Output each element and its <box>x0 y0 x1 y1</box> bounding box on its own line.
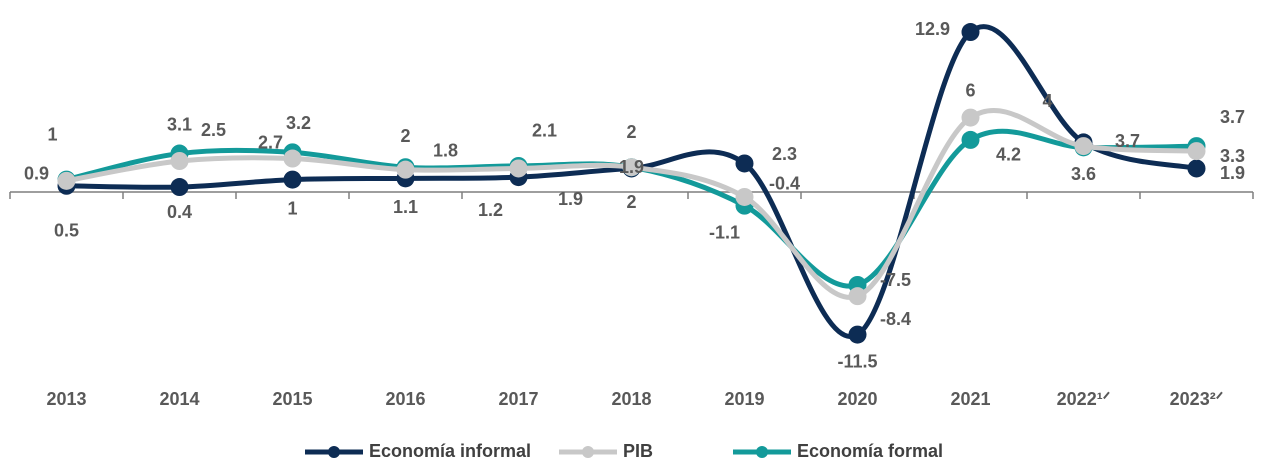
series-line <box>66 24 1198 340</box>
x-tick-label: 2014 <box>159 389 199 409</box>
point <box>170 152 189 170</box>
legend-marker <box>756 446 768 458</box>
data-label: 1 <box>47 124 57 144</box>
data-label: -11.5 <box>837 351 877 371</box>
data-label: 3.6 <box>1071 164 1096 184</box>
data-label: 1.9 <box>558 189 583 209</box>
point <box>170 178 189 197</box>
point <box>961 108 980 127</box>
data-label: 1.8 <box>433 140 458 160</box>
data-label: 1.2 <box>478 200 503 220</box>
x-tick-label: 2018 <box>611 389 651 409</box>
data-label: -0.4 <box>769 174 800 194</box>
point <box>283 170 302 189</box>
point <box>961 130 980 149</box>
legend-marker <box>328 446 340 458</box>
data-label: 0.5 <box>54 221 79 241</box>
x-tick-label: 2020 <box>837 389 877 409</box>
data-label: 4.2 <box>996 145 1021 165</box>
x-tick-label: 2022¹ᐟ <box>1057 389 1111 409</box>
point <box>57 171 76 190</box>
data-label: 3.3 <box>1220 146 1245 166</box>
legend-marker <box>582 446 594 458</box>
series-line <box>66 108 1197 300</box>
data-label: 6 <box>965 80 975 100</box>
data-label: 12.9 <box>915 19 950 39</box>
data-label: 2 <box>626 192 636 212</box>
legend-label: Economía formal <box>797 441 943 461</box>
point <box>848 287 867 306</box>
data-label: 3.2 <box>286 113 311 133</box>
point <box>509 159 528 178</box>
data-label: 2 <box>626 122 636 142</box>
data-label: 3.7 <box>1220 107 1245 127</box>
legend-label: PIB <box>623 441 653 461</box>
point <box>961 23 980 42</box>
x-tick-label: 2023²ᐟ <box>1170 389 1224 409</box>
data-label: 2.1 <box>532 121 557 141</box>
x-tick-label: 2017 <box>498 389 538 409</box>
point <box>735 154 754 173</box>
data-label: 3.1 <box>167 114 192 134</box>
data-label: -1.1 <box>709 222 740 242</box>
legend-label: Economía informal <box>369 441 531 461</box>
data-label: 1.9 <box>1220 163 1245 183</box>
point <box>1074 137 1093 156</box>
x-tick-label: 2019 <box>724 389 764 409</box>
point <box>848 325 867 344</box>
data-label: -7.5 <box>880 270 911 290</box>
data-label: 0.9 <box>24 164 49 184</box>
point <box>1187 159 1206 178</box>
x-tick-label: 2021 <box>950 389 990 409</box>
data-label: 0.4 <box>167 202 192 222</box>
point <box>1187 142 1206 161</box>
data-label: 3.7 <box>1115 131 1140 151</box>
data-label: 1.9 <box>619 157 644 177</box>
point <box>622 158 641 177</box>
data-label: 2.5 <box>201 120 226 140</box>
x-tick-label: 2013 <box>46 389 86 409</box>
data-label: 2 <box>400 126 410 146</box>
point <box>735 187 754 206</box>
data-label: 1.1 <box>393 197 418 217</box>
data-label: -8.4 <box>880 309 911 329</box>
data-label: 2.7 <box>258 132 283 152</box>
x-tick-label: 2016 <box>385 389 425 409</box>
data-label: 1 <box>287 198 297 218</box>
point <box>283 149 302 168</box>
data-label: 2.3 <box>772 144 797 164</box>
data-label: 4 <box>1042 91 1052 111</box>
x-tick-label: 2015 <box>272 389 312 409</box>
point <box>396 160 415 179</box>
